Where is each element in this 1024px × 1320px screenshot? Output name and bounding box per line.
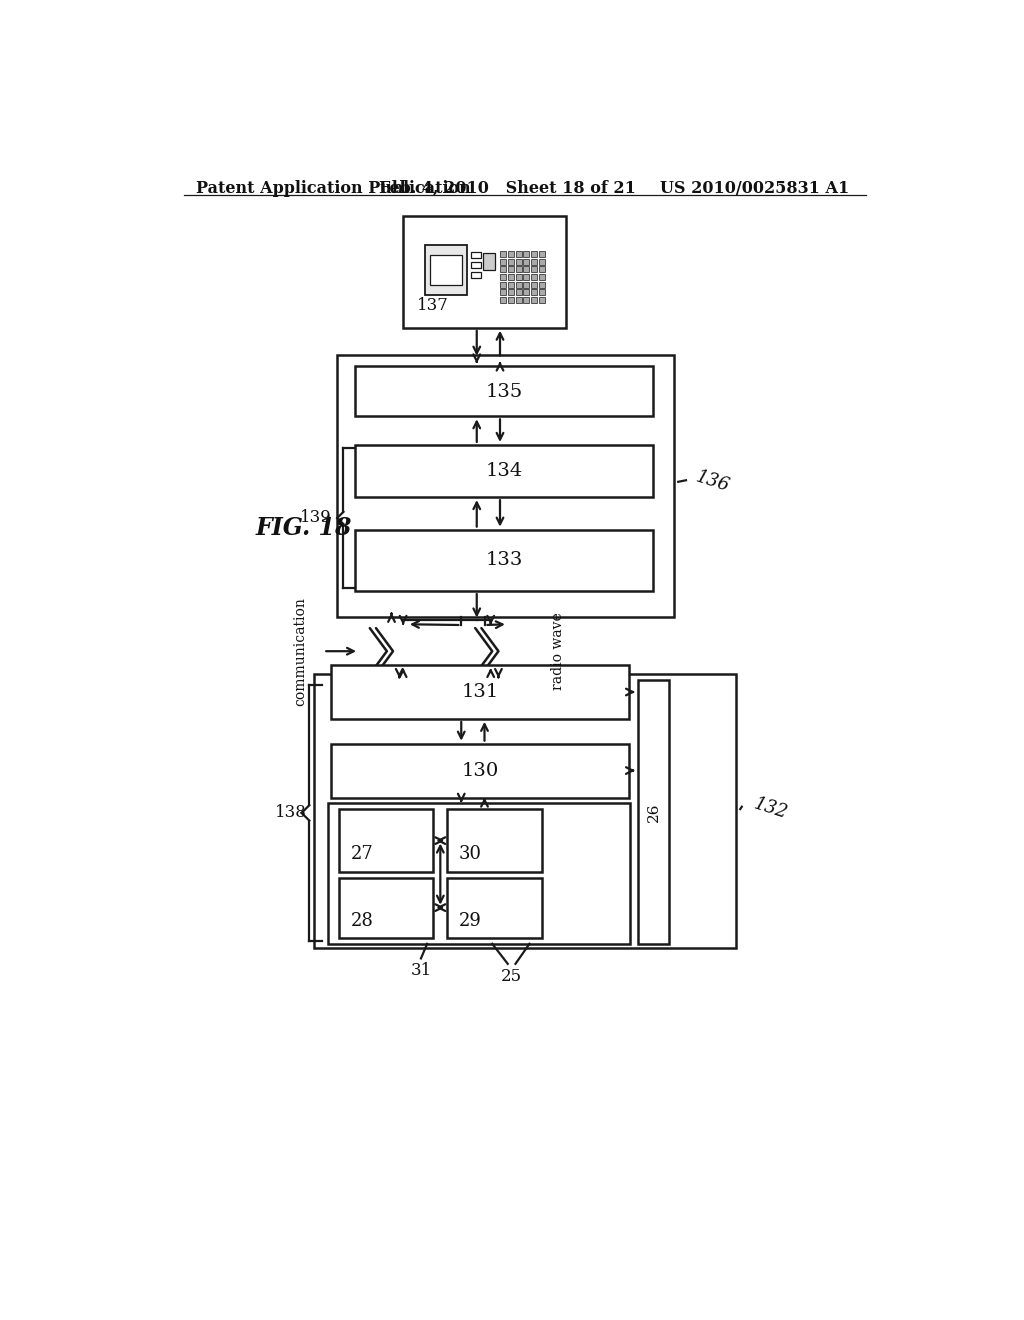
Bar bbox=[331, 665, 630, 719]
Bar bbox=[471, 272, 480, 277]
Bar bbox=[425, 246, 467, 296]
Bar bbox=[515, 297, 521, 304]
Text: 31: 31 bbox=[411, 962, 431, 979]
Text: 130: 130 bbox=[461, 762, 499, 780]
Text: 132: 132 bbox=[752, 795, 791, 822]
Bar bbox=[403, 216, 566, 327]
Bar bbox=[515, 251, 521, 257]
Bar bbox=[539, 289, 545, 296]
Bar bbox=[500, 259, 506, 264]
Bar bbox=[331, 743, 630, 797]
Bar bbox=[539, 281, 545, 288]
Text: 137: 137 bbox=[417, 297, 449, 314]
Text: 29: 29 bbox=[459, 912, 482, 929]
Bar bbox=[531, 267, 538, 272]
Bar bbox=[508, 297, 514, 304]
Bar bbox=[523, 297, 529, 304]
Text: communication: communication bbox=[293, 597, 307, 706]
Bar bbox=[508, 281, 514, 288]
Bar bbox=[500, 281, 506, 288]
Text: 136: 136 bbox=[693, 467, 732, 496]
Text: 139: 139 bbox=[300, 510, 332, 527]
Bar bbox=[515, 289, 521, 296]
Text: 30: 30 bbox=[459, 845, 482, 863]
Bar bbox=[508, 251, 514, 257]
Bar bbox=[531, 297, 538, 304]
Text: 133: 133 bbox=[485, 552, 522, 569]
Bar bbox=[355, 529, 653, 591]
Text: Feb. 4, 2010   Sheet 18 of 21: Feb. 4, 2010 Sheet 18 of 21 bbox=[379, 180, 636, 197]
Bar bbox=[500, 297, 506, 304]
Bar bbox=[328, 803, 630, 944]
Bar bbox=[471, 252, 480, 257]
Bar bbox=[539, 267, 545, 272]
Bar bbox=[339, 809, 433, 873]
Bar bbox=[523, 275, 529, 280]
Bar bbox=[337, 355, 675, 616]
Bar bbox=[500, 275, 506, 280]
Bar bbox=[531, 251, 538, 257]
Text: 26: 26 bbox=[646, 803, 660, 822]
Bar bbox=[539, 297, 545, 304]
Bar bbox=[515, 267, 521, 272]
Text: 27: 27 bbox=[350, 845, 373, 863]
Bar bbox=[515, 259, 521, 264]
Bar bbox=[355, 445, 653, 498]
Bar bbox=[355, 367, 653, 416]
Bar bbox=[508, 289, 514, 296]
Bar bbox=[515, 275, 521, 280]
Bar bbox=[523, 251, 529, 257]
Text: 28: 28 bbox=[350, 912, 374, 929]
Text: 135: 135 bbox=[485, 383, 522, 401]
Bar bbox=[539, 275, 545, 280]
Bar bbox=[515, 281, 521, 288]
Text: 131: 131 bbox=[461, 682, 499, 701]
Bar bbox=[531, 289, 538, 296]
Bar bbox=[638, 681, 669, 944]
Text: FIG. 18: FIG. 18 bbox=[256, 516, 352, 540]
Bar bbox=[430, 255, 462, 285]
Bar bbox=[508, 267, 514, 272]
Bar bbox=[447, 809, 542, 873]
Bar bbox=[523, 289, 529, 296]
Bar bbox=[314, 675, 736, 948]
Bar bbox=[539, 251, 545, 257]
Bar bbox=[339, 878, 433, 937]
Text: radio wave: radio wave bbox=[551, 612, 565, 690]
Bar bbox=[508, 275, 514, 280]
Bar bbox=[523, 267, 529, 272]
Bar bbox=[539, 259, 545, 264]
Text: 134: 134 bbox=[485, 462, 522, 480]
Bar bbox=[531, 281, 538, 288]
Bar bbox=[500, 267, 506, 272]
Text: US 2010/0025831 A1: US 2010/0025831 A1 bbox=[659, 180, 849, 197]
Bar bbox=[508, 259, 514, 264]
Bar bbox=[500, 289, 506, 296]
Bar bbox=[483, 253, 495, 271]
Bar bbox=[523, 259, 529, 264]
Bar bbox=[531, 275, 538, 280]
Bar bbox=[523, 281, 529, 288]
Bar bbox=[531, 259, 538, 264]
Bar bbox=[447, 878, 542, 937]
Text: 25: 25 bbox=[501, 969, 522, 986]
Bar bbox=[500, 251, 506, 257]
Text: 138: 138 bbox=[274, 804, 306, 821]
Bar bbox=[471, 261, 480, 268]
Text: Patent Application Publication: Patent Application Publication bbox=[197, 180, 471, 197]
